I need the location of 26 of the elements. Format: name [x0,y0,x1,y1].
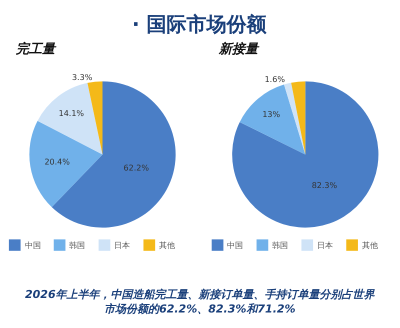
legend-label: 其他 [362,241,378,250]
pie-slice [284,82,306,154]
data-label: 14.1% [58,109,84,118]
data-label: 20.4% [44,157,70,166]
data-label: 62.2% [124,164,150,173]
legend-label: 韩国 [272,241,288,250]
legend-label: 中国 [25,241,41,250]
legend-label: 中国 [227,241,243,250]
chart-title: 完工量 [15,41,57,57]
legend-label: 其他 [159,241,175,250]
text: 2026年上半年，中国造船完工量、新接订单量、手持订单量分别占世界市场份额的62.2%、82.3%和71.2% [25,288,376,316]
pie-slice [291,81,306,154]
legend-label: 日本 [317,241,333,250]
pie-slice [29,120,102,208]
data-label: 1.6% [264,74,286,84]
pie-slice [232,81,378,228]
pie-slice [240,84,306,154]
text: · 国际市场份额 [132,12,268,36]
pie-slice [87,81,102,154]
data-label: 82.3% [312,181,338,190]
legend-label: 韩国 [69,241,85,250]
pie-slice [38,82,102,154]
data-label: 3.3% [72,72,93,82]
data-label: 13% [262,110,281,120]
legend-label: 日本 [114,241,130,250]
chart-title: 新接量 [218,41,260,57]
